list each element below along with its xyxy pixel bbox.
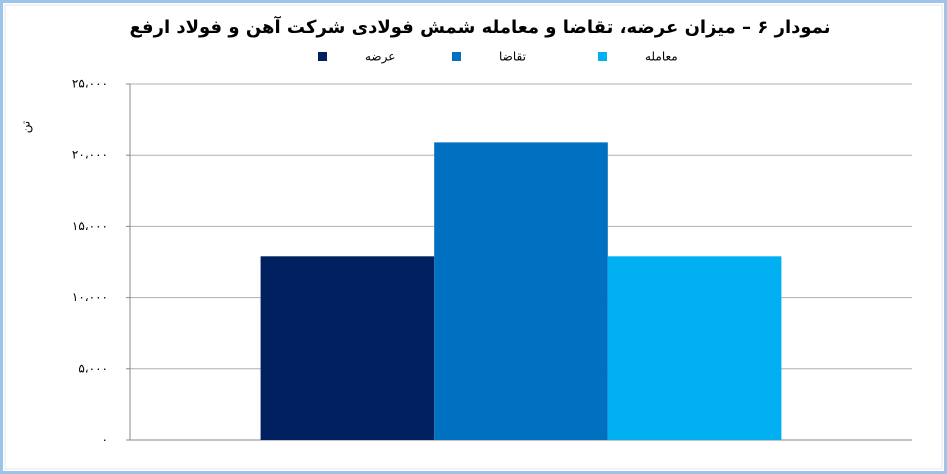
legend-swatch <box>318 52 327 61</box>
y-tick-label: ۰ <box>102 433 108 447</box>
y-tick-label: ۱۵،۰۰۰ <box>72 219 108 233</box>
inner-frame <box>4 4 943 470</box>
legend-swatch <box>452 52 461 61</box>
legend-label: تقاضا <box>499 50 526 64</box>
y-tick-label: ۵،۰۰۰ <box>78 361 108 375</box>
y-tick-label: ۱۰،۰۰۰ <box>72 290 108 304</box>
legend-swatch <box>598 52 607 61</box>
chart-title: نمودار ۶ – میزان عرضه، تقاضا و معامله شم… <box>130 15 831 38</box>
y-axis-label: تن <box>19 121 34 133</box>
legend-label: معامله <box>645 50 678 64</box>
bar <box>607 256 782 440</box>
y-tick-label: ۲۵،۰۰۰ <box>72 77 108 91</box>
bar <box>260 256 435 440</box>
y-tick-label: ۲۰،۰۰۰ <box>72 148 108 162</box>
legend-label: عرضه <box>365 50 395 65</box>
bar <box>434 142 608 440</box>
